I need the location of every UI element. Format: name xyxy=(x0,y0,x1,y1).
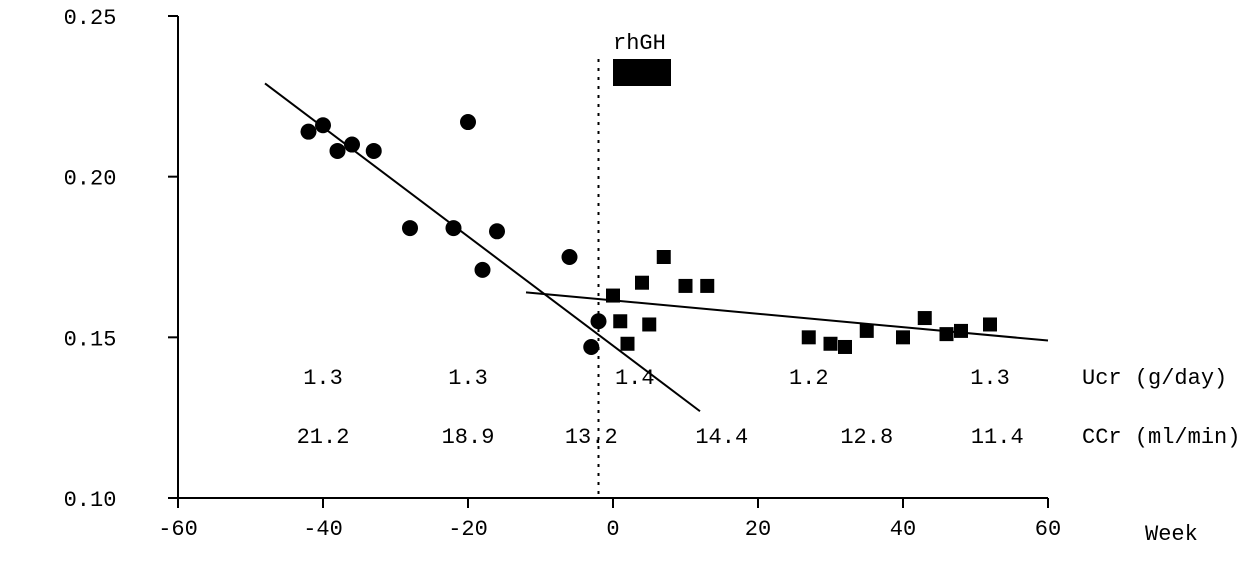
data-point-square xyxy=(642,317,656,331)
data-point-circle xyxy=(591,313,607,329)
x-tick-label: 20 xyxy=(745,517,771,542)
x-tick-label: 40 xyxy=(890,517,916,542)
data-point-circle xyxy=(301,124,317,140)
data-point-circle xyxy=(402,220,418,236)
ucr-value: 1.2 xyxy=(789,366,829,391)
ccr-value: 18.9 xyxy=(442,425,495,450)
rhgh-bar xyxy=(613,59,671,86)
data-point-square xyxy=(606,289,620,303)
data-point-square xyxy=(824,337,838,351)
data-point-square xyxy=(896,330,910,344)
x-tick-label: 60 xyxy=(1035,517,1061,542)
y-tick-label: 0.10 xyxy=(64,488,117,513)
ccr-value: 12.8 xyxy=(840,425,893,450)
x-tick-label: -40 xyxy=(303,517,343,542)
ucr-value: 1.3 xyxy=(303,366,343,391)
ccr-value: 11.4 xyxy=(971,425,1024,450)
data-point-square xyxy=(918,311,932,325)
x-tick-label: -60 xyxy=(158,517,198,542)
data-point-circle xyxy=(460,114,476,130)
data-point-circle xyxy=(583,339,599,355)
rhgh-label: rhGH xyxy=(613,31,666,56)
ccr-value: 14.4 xyxy=(695,425,748,450)
x-tick-label: -20 xyxy=(448,517,488,542)
ccr-label: CCr (ml/min) xyxy=(1082,425,1240,450)
data-point-square xyxy=(838,340,852,354)
data-point-circle xyxy=(562,249,578,265)
data-point-square xyxy=(940,327,954,341)
y-tick-label: 0.20 xyxy=(64,167,117,192)
ucr-label: Ucr (g/day) xyxy=(1082,366,1227,391)
ccr-value: 13.2 xyxy=(565,425,618,450)
y-tick-label: 0.15 xyxy=(64,327,117,352)
data-point-square xyxy=(983,317,997,331)
data-point-square xyxy=(635,276,649,290)
y-tick-label: 0.25 xyxy=(64,6,117,31)
ccr-value: 21.2 xyxy=(297,425,350,450)
data-point-square xyxy=(679,279,693,293)
data-point-circle xyxy=(366,143,382,159)
data-point-square xyxy=(802,330,816,344)
scatter-chart: 0.10 0.15 0.20 0.25 -60 -40 -20 0 20 40 60 Week rhGH… xyxy=(0,0,1240,563)
data-point-circle xyxy=(315,117,331,133)
data-point-circle xyxy=(475,262,491,278)
ucr-value: 1.4 xyxy=(615,366,655,391)
ucr-value: 1.3 xyxy=(448,366,488,391)
x-axis-label: Week xyxy=(1145,522,1198,547)
data-point-square xyxy=(700,279,714,293)
x-tick-label: 0 xyxy=(606,517,619,542)
data-point-square xyxy=(657,250,671,264)
data-point-square xyxy=(621,337,635,351)
data-point-circle xyxy=(344,137,360,153)
data-point-circle xyxy=(330,143,346,159)
data-point-square xyxy=(860,324,874,338)
data-point-square xyxy=(613,314,627,328)
data-point-square xyxy=(954,324,968,338)
ucr-value: 1.3 xyxy=(970,366,1010,391)
data-point-circle xyxy=(489,223,505,239)
data-point-circle xyxy=(446,220,462,236)
